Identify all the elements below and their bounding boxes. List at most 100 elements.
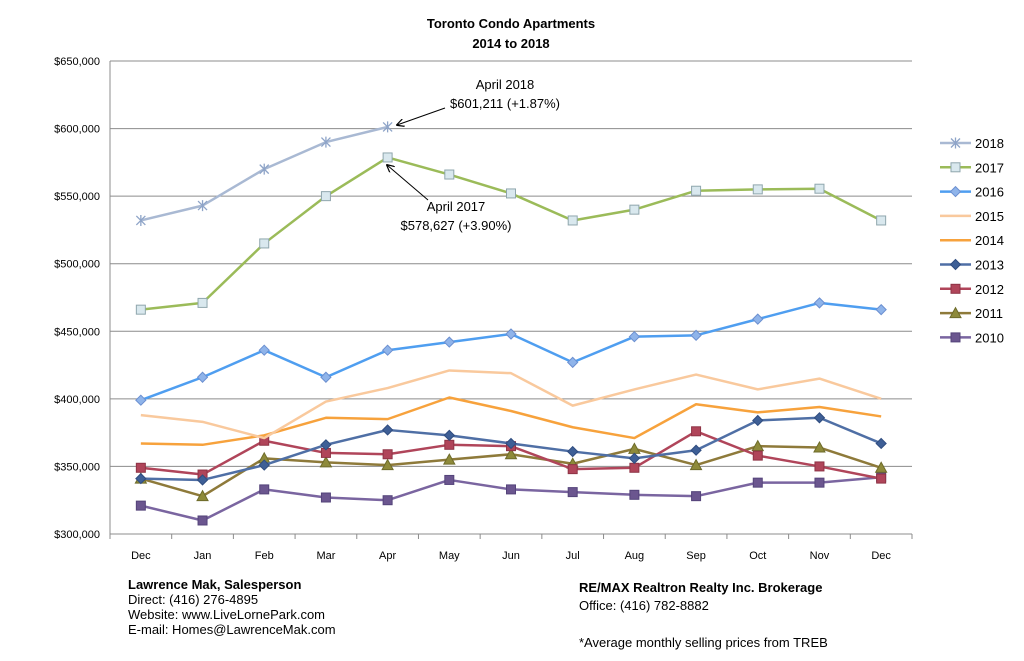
series-2016 [135,297,887,406]
series-2010 [135,472,887,526]
data-point [259,484,270,495]
data-point [382,152,393,163]
x-tick-label: Apr [379,550,396,562]
data-point [506,188,516,199]
data-point [691,185,702,196]
x-tick-label: Aug [625,550,645,562]
annotation-2018-arrow [397,107,446,125]
x-tick-label: Mar [316,550,335,562]
x-axis: Dec Jan Feb Mar Apr May Jun Jul Aug Sep Oct Nov Dec [109,534,913,562]
legend-label: 2010 [975,330,1004,345]
legend-label: 2017 [975,160,1004,175]
series-2017 [135,152,887,315]
series-line [140,156,882,311]
x-tick-label: Jan [194,550,212,562]
legend-label: 2011 [975,306,1003,321]
data-point [691,426,702,437]
data-point [381,344,394,356]
data-point [566,445,579,458]
chart-subtitle: 2014 to 2018 [472,36,549,51]
y-tick-label: $400,000 [54,394,100,406]
data-point [443,429,456,442]
data-point [196,371,209,383]
chart-title: Toronto Condo Apartments [427,16,595,31]
legend-item-2015: 2015 [940,209,1004,224]
legend-item-2011: 2011 [940,306,1003,321]
data-point [135,394,147,406]
x-tick-label: May [439,550,460,562]
source-note: *Average monthly selling prices from TRE… [579,635,828,650]
annotations: April 2018 $601,211 (+1.87%) April 2017 $57… [387,77,560,233]
legend-label: 2016 [975,185,1004,200]
data-point [320,371,332,383]
legend-item-2018: 2018 [940,136,1004,151]
data-point [628,330,641,343]
data-point [504,447,518,460]
legend-marker [949,306,962,319]
data-point [814,183,825,194]
legend-item-2012: 2012 [940,282,1004,297]
data-point [320,191,331,202]
brokerage-block: RE/MAX Realtron Realty Inc. Brokerage Of… [579,580,828,650]
y-tick-label: $550,000 [54,191,100,203]
data-point [752,450,763,461]
data-point [444,474,455,485]
data-point [381,424,394,436]
x-tick-label: Dec [131,550,151,562]
data-point [135,472,147,485]
agent-contact-block: Lawrence Mak, Salesperson Direct: (416) … [128,577,336,637]
data-point [566,356,579,369]
y-tick-label: $500,000 [54,259,100,271]
x-tick-label: Jul [566,550,580,562]
series-line [140,301,882,402]
data-point [628,442,641,454]
data-point [258,459,270,471]
data-point [874,461,888,473]
legend-item-2010: 2010 [940,330,1004,345]
x-tick-label: Sep [686,550,706,562]
data-point [814,461,825,472]
data-point [320,136,331,148]
y-tick-label: $450,000 [54,326,100,338]
data-point [382,495,393,506]
series-2015 [140,369,882,440]
data-point [320,492,331,503]
legend-item-2014: 2014 [940,233,1004,248]
annotation-2017-label: April 2017 [427,199,486,214]
data-point [382,121,393,133]
data-point [259,238,270,249]
data-point [752,184,763,195]
line-chart: Toronto Condo Apartments 2014 to 2018 $3… [54,16,1004,562]
series-2013 [135,412,887,486]
data-point [752,477,763,488]
legend: 2018 2017 2016 2015 2014 2013 2012 2011 2010 [940,136,1004,345]
legend-marker [950,283,961,294]
x-tick-label: Nov [810,550,830,562]
data-point [752,414,764,427]
agent-phone: Direct: (416) 276-4895 [128,592,259,607]
legend-label: 2012 [975,282,1004,297]
data-point [135,500,146,511]
data-point [443,336,456,348]
data-point [876,215,887,226]
data-point [442,453,456,465]
data-point [135,462,146,473]
plot-area [134,121,888,526]
annotation-2018-value: $601,211 (+1.87%) [450,96,560,111]
data-point [813,412,826,424]
data-point [629,462,640,473]
annotation-2017-value: $578,627 (+3.90%) [401,218,512,233]
legend-item-2017: 2017 [940,160,1004,175]
data-point [567,464,578,475]
office-phone: Office: (416) 782-8882 [579,598,709,613]
y-axis: $300,000 $350,000 $400,000 $450,000 $500,000… [54,56,100,541]
data-point [689,458,703,471]
legend-label: 2015 [975,209,1004,224]
data-point [567,487,578,498]
data-point [813,297,826,309]
y-tick-label: $650,000 [54,56,100,68]
x-tick-label: Dec [871,550,891,562]
series-line [140,396,882,447]
data-point [135,304,146,315]
data-point [629,489,640,500]
